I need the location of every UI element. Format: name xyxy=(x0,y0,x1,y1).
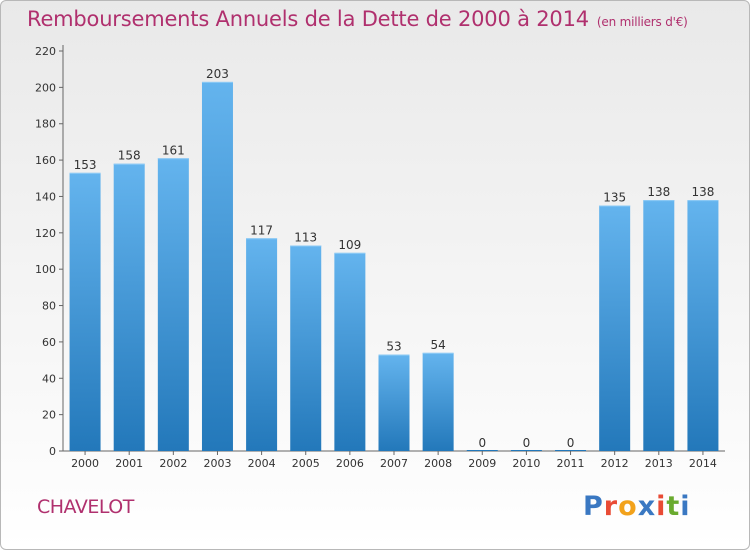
bar xyxy=(687,200,719,451)
chart-title: Remboursements Annuels de la Dette de 20… xyxy=(27,7,688,31)
bar-value-label: 113 xyxy=(294,231,317,245)
bar-value-label: 138 xyxy=(647,185,670,199)
logo-letter: t xyxy=(666,491,681,522)
bar-value-label: 0 xyxy=(567,436,575,450)
bar xyxy=(378,354,410,451)
y-tick-label: 20 xyxy=(42,409,56,422)
logo-letter: r xyxy=(603,491,619,522)
x-tick-label: 2002 xyxy=(159,457,187,470)
x-tick-label: 2006 xyxy=(336,457,364,470)
logo-letter: P xyxy=(583,491,604,522)
bar-value-label: 138 xyxy=(691,185,714,199)
bar-value-label: 153 xyxy=(74,158,97,172)
y-tick-label: 180 xyxy=(35,118,56,131)
bar-value-label: 158 xyxy=(118,149,141,163)
x-tick-label: 2012 xyxy=(601,457,629,470)
y-tick-label: 40 xyxy=(42,372,56,385)
chart-title-units: (en milliers d'€) xyxy=(596,15,688,29)
bar-value-label: 135 xyxy=(603,191,626,205)
y-tick-label: 200 xyxy=(35,81,56,94)
bar xyxy=(157,158,189,452)
logo-letter: i xyxy=(656,491,667,522)
y-tick-label: 80 xyxy=(42,300,56,313)
x-tick-label: 2013 xyxy=(645,457,673,470)
bar xyxy=(290,245,322,451)
x-tick-label: 2000 xyxy=(71,457,99,470)
bar xyxy=(599,205,631,451)
y-tick-label: 220 xyxy=(35,45,56,58)
bar-value-label: 117 xyxy=(250,223,273,237)
y-tick-label: 120 xyxy=(35,227,56,240)
x-tick-label: 2001 xyxy=(115,457,143,470)
bar-value-label: 0 xyxy=(523,436,531,450)
bar xyxy=(643,200,675,451)
y-tick-label: 100 xyxy=(35,263,56,276)
bar-value-label: 203 xyxy=(206,67,229,81)
x-tick-label: 2004 xyxy=(248,457,276,470)
proxiti-logo: Proxiti xyxy=(583,491,691,522)
chart-title-text: Remboursements Annuels de la Dette de 20… xyxy=(27,7,589,31)
y-tick-label: 140 xyxy=(35,190,56,203)
bar xyxy=(246,238,278,451)
logo-letter: i xyxy=(680,491,691,522)
x-tick-label: 2003 xyxy=(203,457,231,470)
logo-letter: x xyxy=(637,491,657,522)
bar xyxy=(422,352,454,451)
x-tick-label: 2011 xyxy=(557,457,585,470)
x-tick-label: 2014 xyxy=(689,457,717,470)
bar xyxy=(334,252,366,451)
x-tick-label: 2005 xyxy=(292,457,320,470)
bar xyxy=(201,81,233,451)
x-tick-label: 2008 xyxy=(424,457,452,470)
x-tick-label: 2009 xyxy=(468,457,496,470)
commune-name: CHAVELOT xyxy=(37,496,134,518)
bar-value-label: 161 xyxy=(162,143,185,157)
y-tick-label: 0 xyxy=(49,445,56,458)
x-tick-label: 2010 xyxy=(512,457,540,470)
y-tick-label: 160 xyxy=(35,154,56,167)
bar-value-label: 54 xyxy=(430,338,445,352)
y-tick-label: 60 xyxy=(42,336,56,349)
bar-value-label: 0 xyxy=(478,436,486,450)
bar-value-label: 109 xyxy=(338,238,361,252)
bar-value-label: 53 xyxy=(386,340,401,354)
bar xyxy=(69,172,101,451)
x-tick-label: 2007 xyxy=(380,457,408,470)
bar xyxy=(113,163,145,451)
logo-letter: o xyxy=(618,491,638,522)
